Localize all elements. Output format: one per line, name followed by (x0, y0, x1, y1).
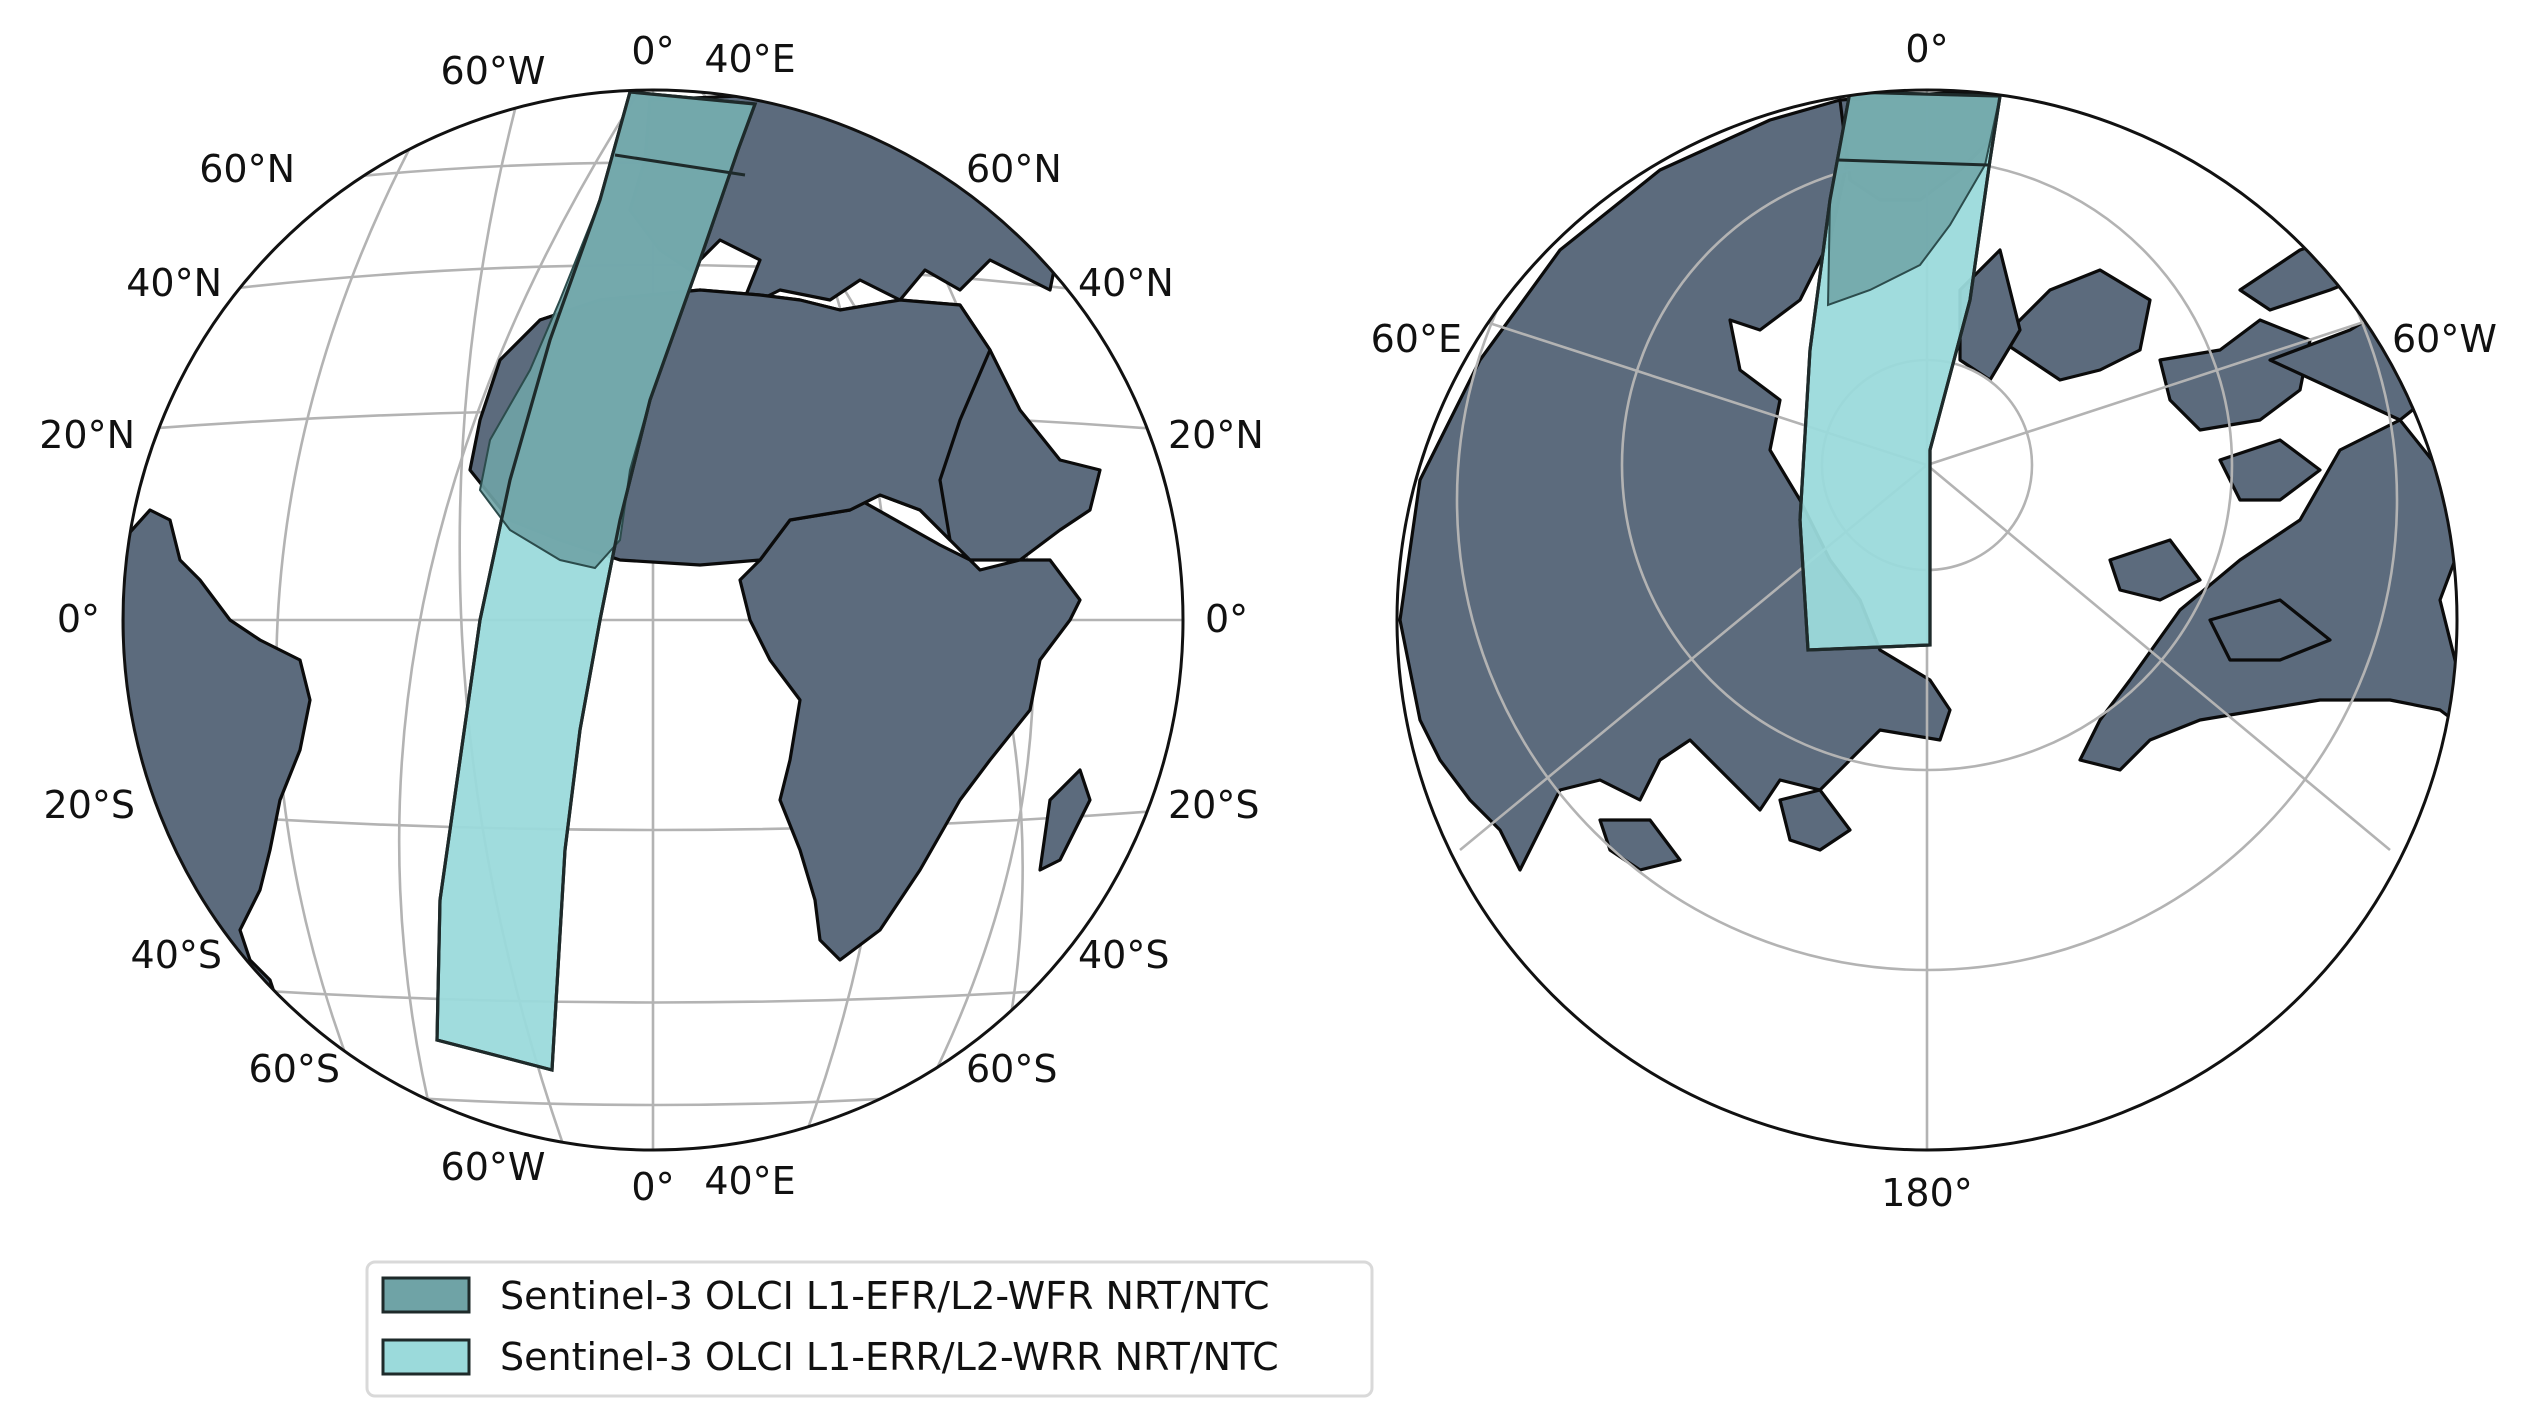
lat-label: 40°S (131, 933, 222, 977)
lon-label: 60°W (2392, 317, 2497, 361)
lat-label: 60°S (249, 1047, 340, 1091)
left-lon-labels-bottom: 60°W 0° 40°E (441, 1145, 796, 1209)
lat-label: 40°N (1078, 261, 1174, 305)
lat-label: 60°S (966, 1047, 1057, 1091)
lat-label: 40°S (1078, 933, 1169, 977)
lat-label: 20°S (44, 783, 135, 827)
right-globe: 0° 60°E 60°W 180° (1371, 27, 2497, 1215)
lon-label: 60°E (1371, 317, 1462, 361)
legend-swatch-efr (381, 1276, 471, 1314)
left-lat-labels-right: 60°N 40°N 20°N 0° 20°S 40°S 60°S (966, 147, 1264, 1091)
lat-label: 60°N (966, 147, 1062, 191)
lon-label: 40°E (704, 1159, 795, 1203)
legend: Sentinel-3 OLCI L1-EFR/L2-WFR NRT/NTC Se… (365, 1260, 1374, 1398)
lon-label: 0° (631, 1165, 674, 1209)
lon-label: 60°W (441, 1145, 546, 1189)
lon-label: 40°E (704, 37, 795, 81)
lat-label: 40°N (126, 261, 222, 305)
lon-label: 0° (631, 29, 674, 73)
left-lon-labels-top: 60°W 0° 40°E (441, 29, 796, 93)
right-land (1398, 90, 2457, 872)
lat-label: 20°N (39, 413, 135, 457)
lon-label: 180° (1881, 1171, 1973, 1215)
legend-swatch-err (381, 1338, 471, 1376)
legend-label-efr: Sentinel-3 OLCI L1-EFR/L2-WFR NRT/NTC (500, 1274, 1270, 1318)
lon-label: 0° (1905, 27, 1948, 71)
lat-label: 20°S (1168, 783, 1259, 827)
left-globe: 60°N 40°N 20°N 0° 20°S 40°S 60°S 60°N 40… (39, 29, 1264, 1209)
lat-label: 0° (57, 597, 100, 641)
lat-label: 0° (1205, 597, 1248, 641)
right-lon-labels: 0° 60°E 60°W 180° (1371, 27, 2497, 1215)
lat-label: 20°N (1168, 413, 1264, 457)
lon-label: 60°W (441, 49, 546, 93)
lat-label: 60°N (199, 147, 295, 191)
left-lat-labels-left: 60°N 40°N 20°N 0° 20°S 40°S 60°S (39, 147, 340, 1091)
legend-label-err: Sentinel-3 OLCI L1-ERR/L2-WRR NRT/NTC (500, 1335, 1279, 1379)
